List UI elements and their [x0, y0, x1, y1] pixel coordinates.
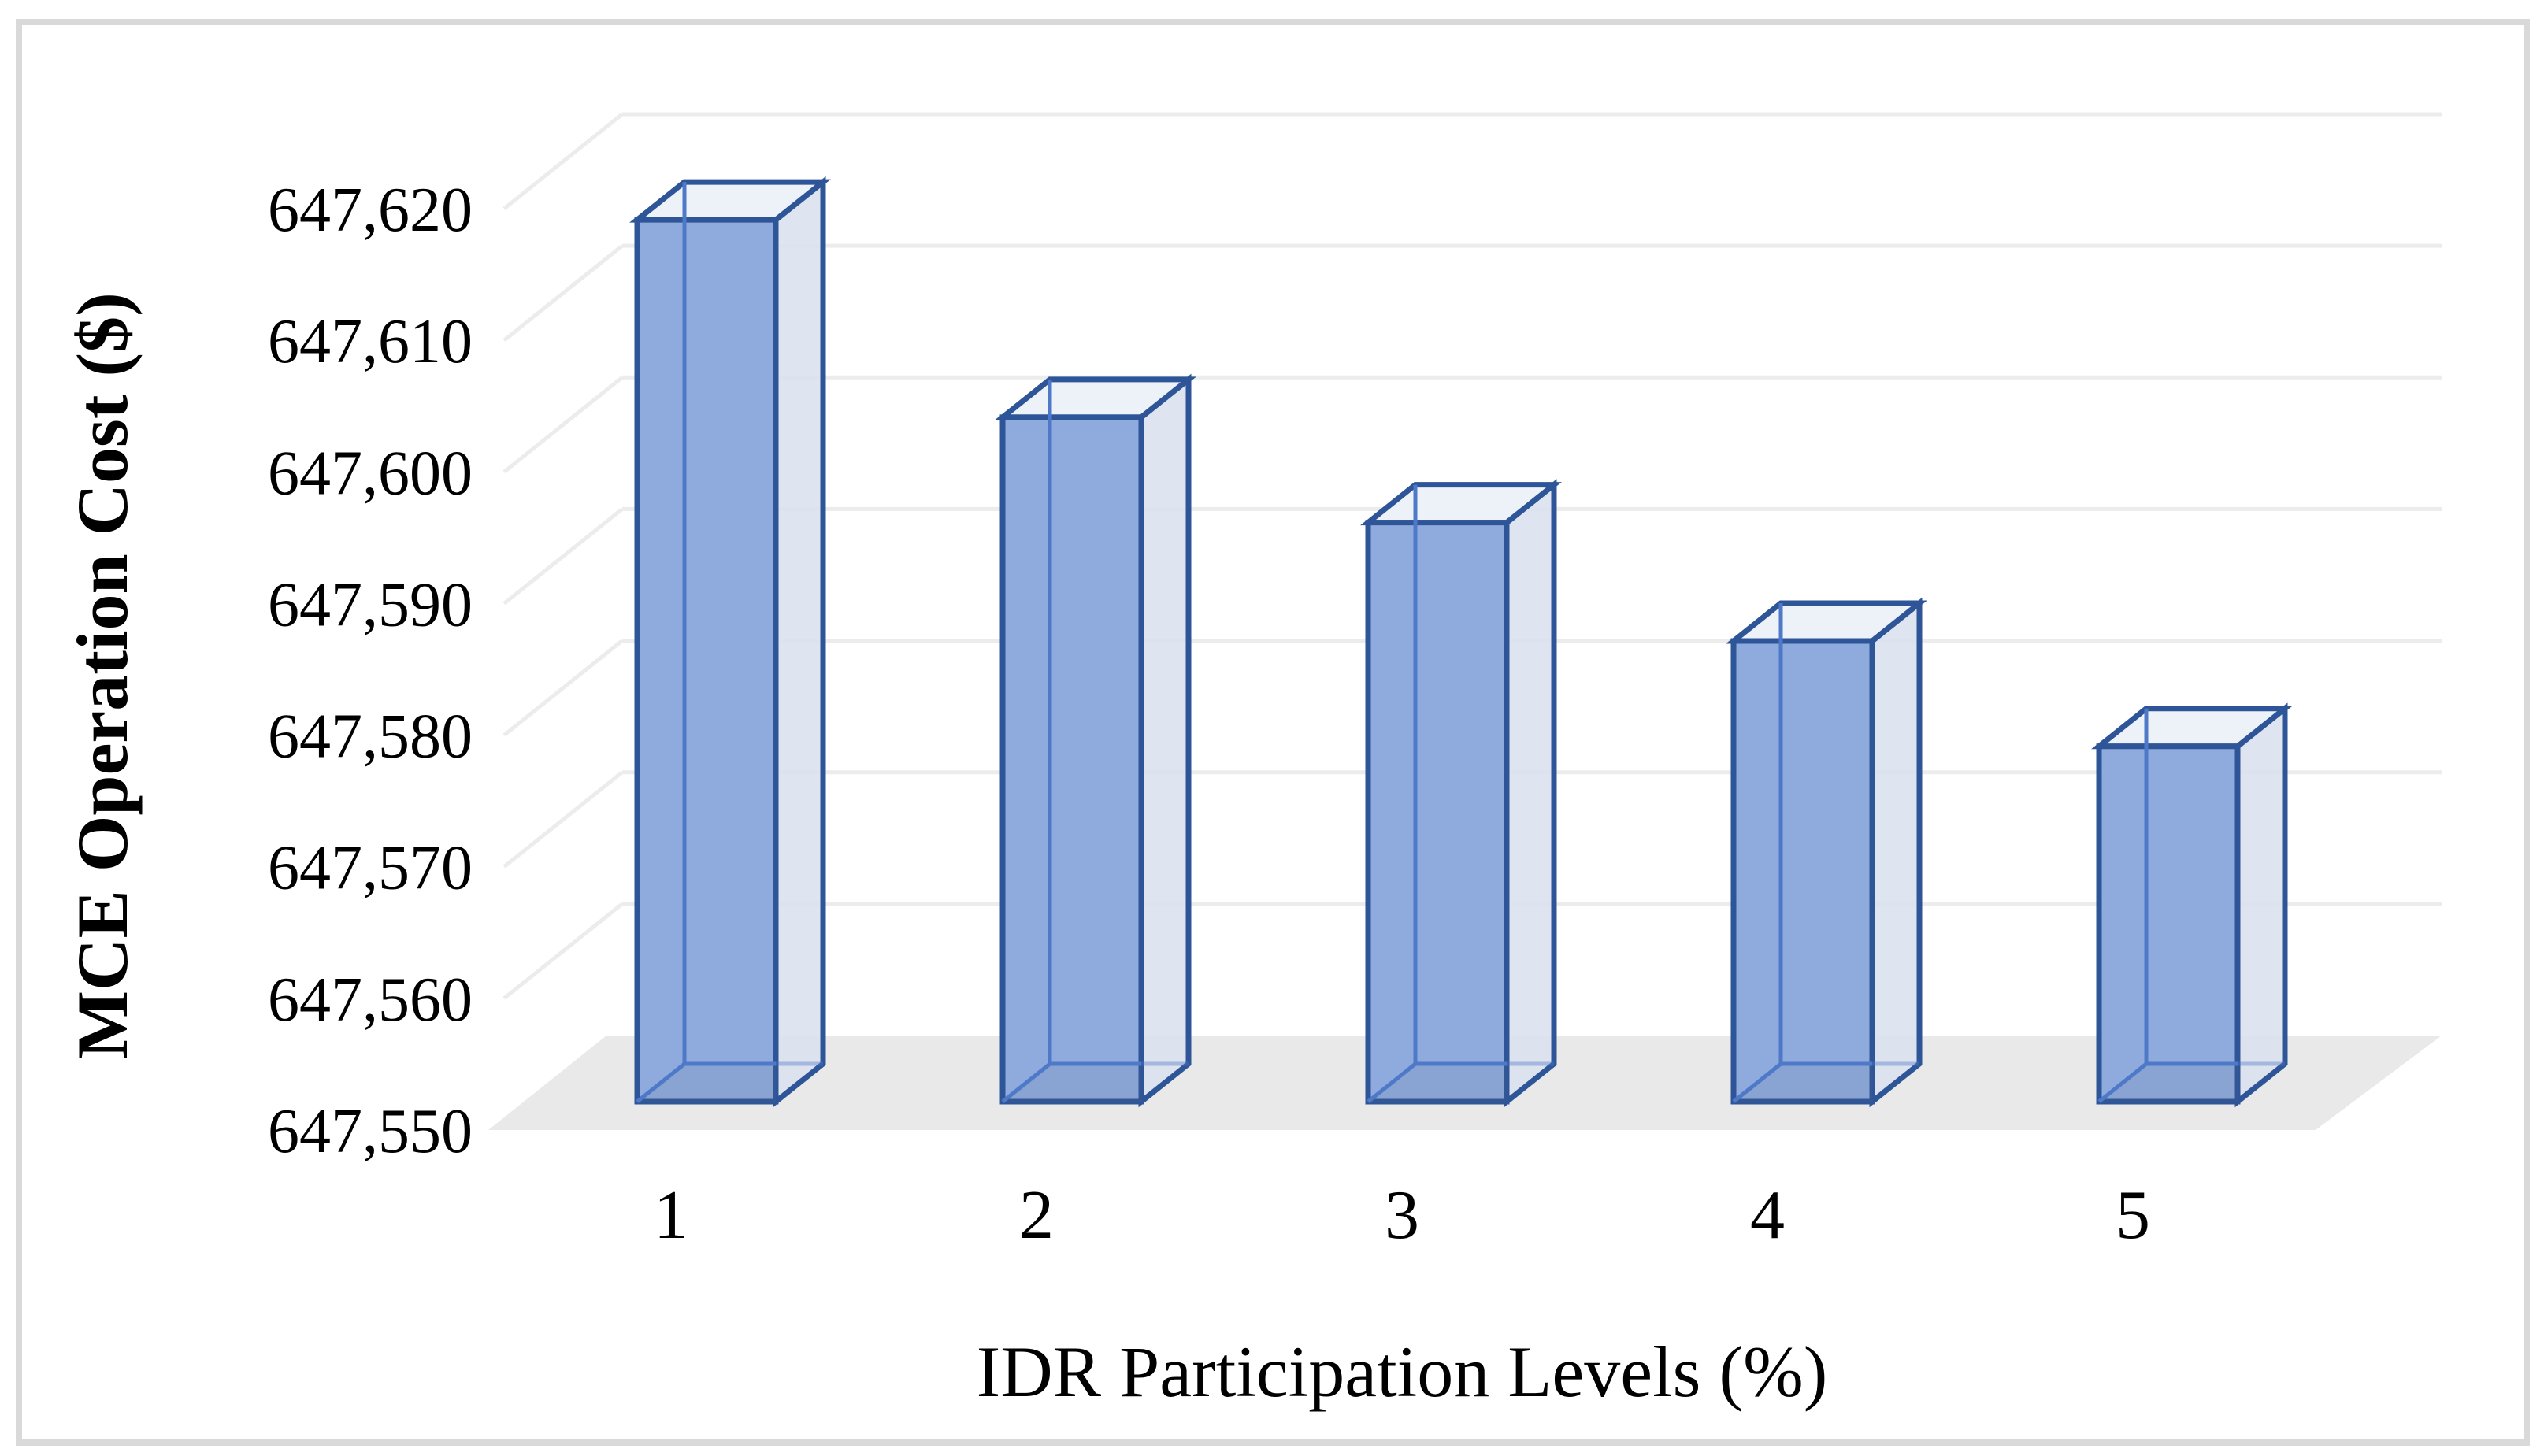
y-axis-title: MCE Operation Cost ($): [62, 292, 143, 1059]
bar-front-face: [1365, 520, 1510, 1105]
x-axis-category-label: 3: [1385, 1177, 1419, 1254]
x-axis-category-label: 5: [2116, 1177, 2150, 1254]
y-axis-tick-label: 647,550: [268, 1097, 473, 1166]
gridline-depth-segment: [502, 244, 624, 343]
bar-side-face: [1869, 597, 1923, 1108]
gridline-depth-segment: [502, 507, 624, 606]
bar-column-2: [995, 373, 1196, 1108]
y-axis-tick-label: 647,600: [268, 439, 473, 508]
x-axis-category-label: 2: [1019, 1177, 1054, 1254]
y-axis-tick-label: 647,610: [268, 307, 473, 376]
y-axis-tick-label: 647,580: [268, 702, 473, 772]
figure-border: [16, 19, 2530, 1446]
bar-side-face: [1138, 373, 1192, 1108]
bar-side-face: [773, 176, 826, 1108]
bar-front-face: [2096, 743, 2241, 1105]
bar-side-face: [1504, 479, 1557, 1108]
bar-column-1: [629, 176, 831, 1108]
gridline-depth-segment: [502, 639, 624, 737]
gridline-depth-segment: [502, 376, 624, 474]
bar-column-3: [1360, 479, 1562, 1108]
y-axis-tick-label: 647,590: [268, 570, 473, 639]
y-axis-tick-label: 647,570: [268, 834, 473, 903]
gridline-depth-segment: [502, 902, 624, 1000]
bar-base-shade: [637, 1064, 776, 1102]
bar-base-shade: [1003, 1064, 1141, 1102]
bar-front-face: [1730, 638, 1875, 1105]
gridline-depth-segment: [502, 113, 624, 210]
bar-column-5: [2091, 702, 2293, 1108]
bar-base-shade: [1368, 1064, 1507, 1102]
bar-front-face: [634, 217, 779, 1105]
x-axis-category-label: 1: [654, 1177, 688, 1254]
x-axis-category-label: 4: [1750, 1177, 1785, 1254]
bar-side-face: [2234, 702, 2288, 1108]
bar-base-shade: [2099, 1064, 2238, 1102]
x-axis-title: IDR Participation Levels (%): [976, 1332, 1828, 1412]
y-axis-tick-label: 647,620: [268, 176, 473, 245]
bar-front-face: [999, 414, 1144, 1105]
y-axis-tick-label: 647,560: [268, 965, 473, 1035]
bar-column-4: [1726, 597, 1927, 1108]
gridline-depth-segment: [502, 770, 624, 869]
bar-base-shade: [1734, 1064, 1872, 1102]
